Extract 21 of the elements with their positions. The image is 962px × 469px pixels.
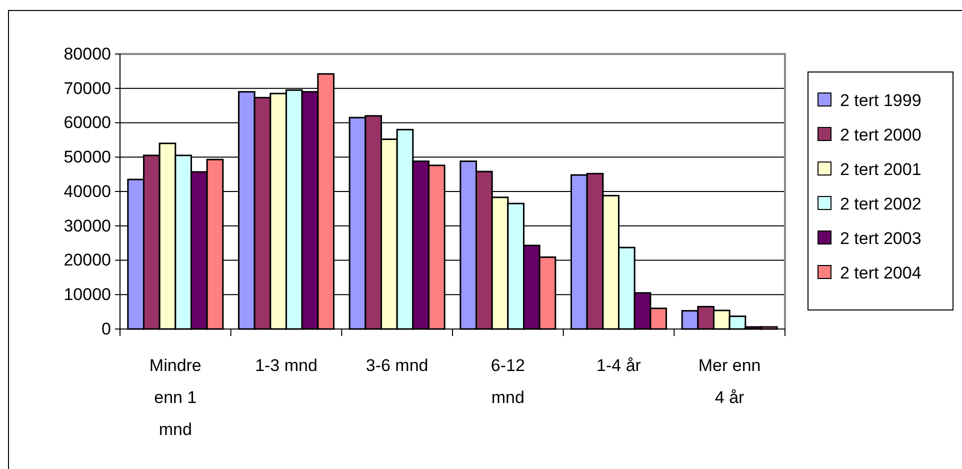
x-tick-label: Mer enn 4 år [698, 356, 761, 407]
y-tick-label: 20000 [64, 250, 111, 270]
y-tick-label: 80000 [64, 44, 111, 64]
y-tick-label: 30000 [64, 216, 111, 236]
y-tick-label: 0 [102, 319, 111, 338]
x-tick-label: 1-4 år [596, 356, 642, 375]
y-tick-label: 10000 [64, 285, 111, 304]
x-tick-label: 6-12 mnd [490, 356, 525, 407]
legend-label: 2 tert 2000 [840, 126, 922, 144]
y-tick-label: 60000 [64, 113, 111, 132]
x-tick-label: 3-6 mnd [366, 356, 428, 375]
y-tick-label: 70000 [64, 78, 111, 98]
legend-label: 2 tert 1999 [840, 91, 922, 110]
legend-label: 2 tert 2001 [840, 160, 922, 179]
y-tick-label: 50000 [64, 148, 111, 167]
x-tick-label: 1-3 mnd [255, 356, 318, 375]
legend-label: 2 tert 2004 [840, 264, 922, 282]
x-tick-label: Mindre enn 1 mnd [149, 356, 202, 439]
y-tick-label: 40000 [64, 182, 111, 201]
legend-label: 2 tert 2002 [840, 194, 922, 214]
legend-label: 2 tert 2003 [840, 229, 922, 248]
